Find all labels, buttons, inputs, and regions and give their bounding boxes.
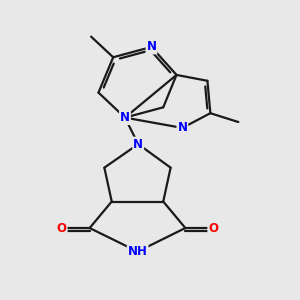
Text: N: N: [146, 40, 157, 53]
Text: N: N: [177, 122, 188, 134]
Text: O: O: [57, 221, 67, 235]
Text: N: N: [120, 111, 130, 124]
Text: NH: NH: [128, 245, 148, 258]
Text: O: O: [208, 221, 218, 235]
Text: N: N: [133, 138, 143, 151]
